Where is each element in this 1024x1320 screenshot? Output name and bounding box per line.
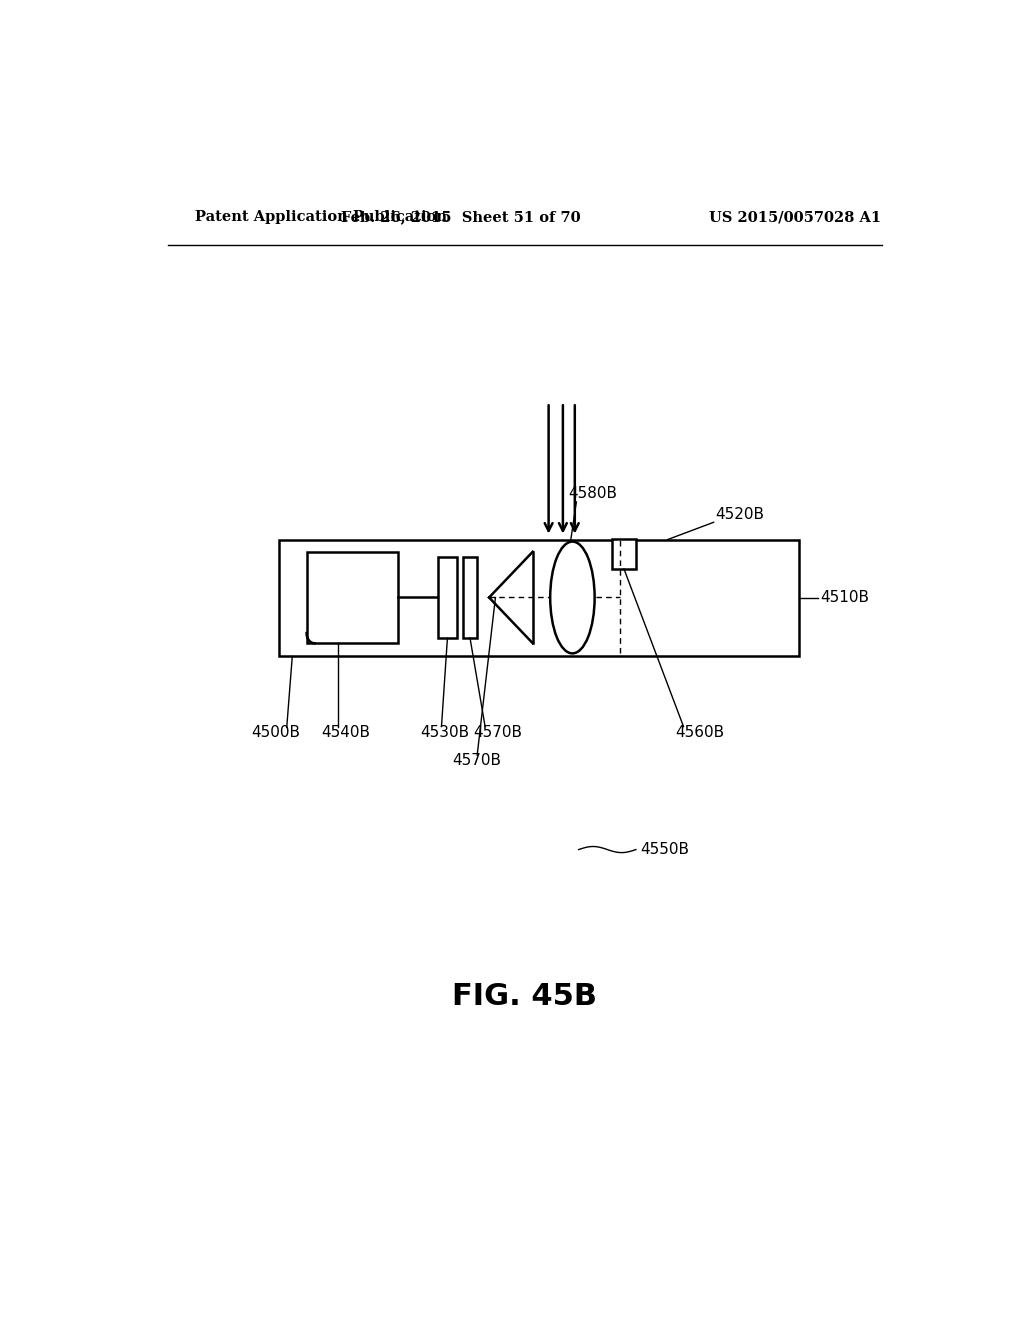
Text: 4520B: 4520B [715,507,764,521]
Text: 4540B: 4540B [322,725,371,741]
Text: 4550B: 4550B [640,842,689,857]
Bar [279,540,799,656]
Text: 4570B: 4570B [473,725,522,741]
Text: US 2015/0057028 A1: US 2015/0057028 A1 [709,210,881,224]
Text: 4510B: 4510B [820,590,869,606]
Ellipse shape [550,541,595,653]
Text: Patent Application Publication: Patent Application Publication [196,210,447,224]
Bar [463,557,477,638]
Bar [612,539,636,569]
Text: 4570B: 4570B [452,752,501,768]
Bar [437,557,458,638]
Text: Feb. 26, 2015  Sheet 51 of 70: Feb. 26, 2015 Sheet 51 of 70 [341,210,582,224]
Bar [306,552,397,643]
Text: 4560B: 4560B [676,725,725,741]
Text: 4580B: 4580B [568,486,617,502]
Text: 4500B: 4500B [251,725,300,741]
Text: 4530B: 4530B [420,725,469,741]
Text: FIG. 45B: FIG. 45B [453,982,597,1011]
